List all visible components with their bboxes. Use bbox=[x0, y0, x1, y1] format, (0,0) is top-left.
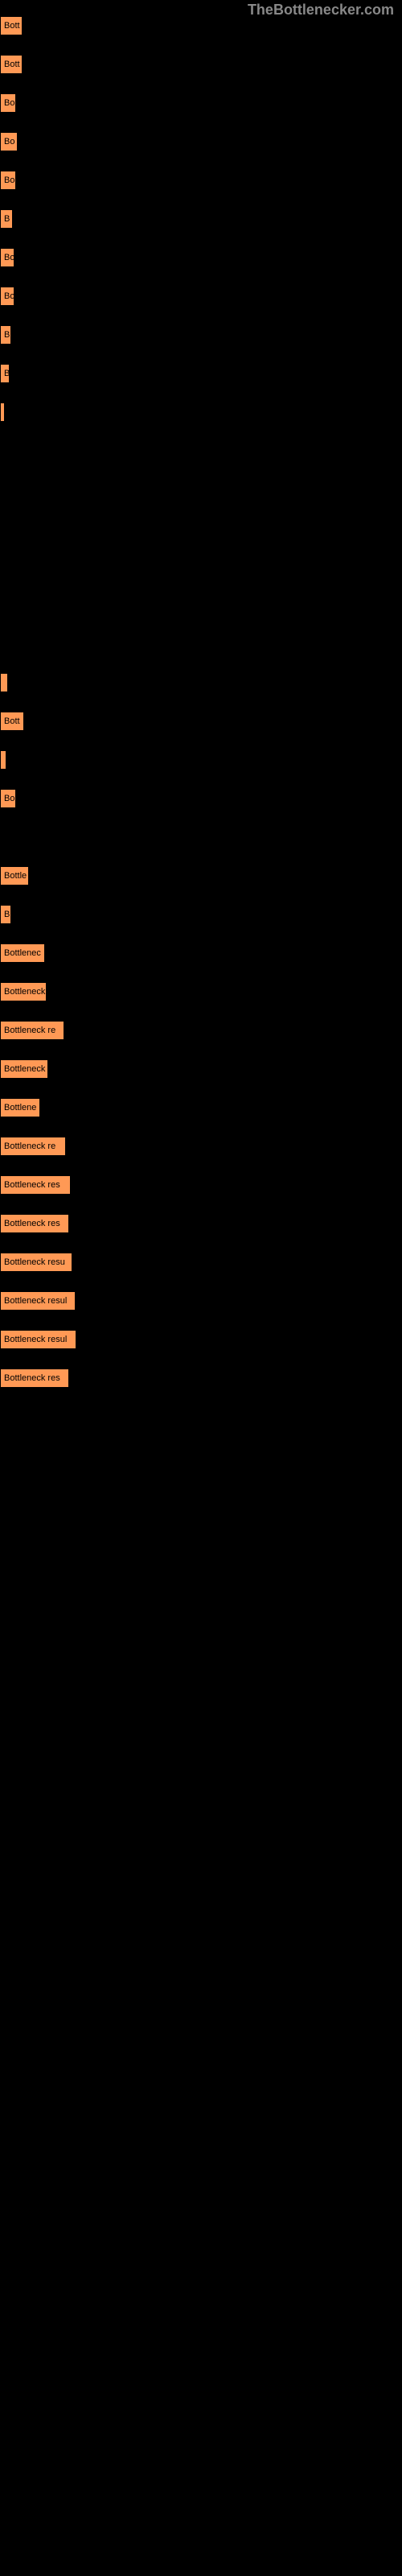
chart-bar: B bbox=[0, 325, 11, 345]
chart-bar: Bo bbox=[0, 789, 16, 808]
chart-bar: Bottle bbox=[0, 866, 29, 886]
bar-row: Bottleneck res bbox=[0, 1214, 402, 1233]
chart-bar: Bo bbox=[0, 287, 14, 306]
bar-row bbox=[0, 402, 402, 422]
chart-bar: Bottlene bbox=[0, 1098, 40, 1117]
bar-label: Bottleneck re bbox=[4, 1026, 55, 1035]
bar-row: Bo bbox=[0, 287, 402, 306]
bar-row bbox=[0, 557, 402, 576]
bar-row bbox=[0, 634, 402, 654]
bar-row: Bo bbox=[0, 171, 402, 190]
bar-row: Bottleneck resul bbox=[0, 1330, 402, 1349]
bar-row bbox=[0, 596, 402, 615]
bar-label: Bottleneck resu bbox=[4, 1257, 65, 1267]
chart-bar: Bottleneck re bbox=[0, 1021, 64, 1040]
bar-label: Bo bbox=[4, 794, 14, 803]
bar-row: Bott bbox=[0, 55, 402, 74]
chart-bar: Bo bbox=[0, 171, 16, 190]
bar-row: B bbox=[0, 364, 402, 383]
bar-row: Bottleneck bbox=[0, 982, 402, 1001]
bar-label: B bbox=[4, 214, 10, 224]
bar-row: Bottle bbox=[0, 866, 402, 886]
bar-row: Bottleneck re bbox=[0, 1021, 402, 1040]
bar-label: Bottlenec bbox=[4, 948, 41, 958]
bar-label: Bo bbox=[4, 98, 14, 108]
chart-bar: Bott bbox=[0, 55, 23, 74]
bar-row: Bottlene bbox=[0, 1098, 402, 1117]
chart-bar: Bottleneck bbox=[0, 1059, 48, 1079]
bar-label: Bott bbox=[4, 21, 20, 31]
bar-row: B bbox=[0, 325, 402, 345]
chart-bar: Bottleneck res bbox=[0, 1368, 69, 1388]
bar-label: Bottle bbox=[4, 871, 27, 881]
bar-label: Bottleneck res bbox=[4, 1219, 60, 1228]
bar-chart: Bott Bott Bo Bo Bo B Bo Bo B B Bott Bo Bottle B Bottle… bbox=[0, 0, 402, 1388]
bar-row: Bottlenec bbox=[0, 943, 402, 963]
chart-bar: B bbox=[0, 209, 13, 229]
bar-label: Bottleneck resul bbox=[4, 1335, 67, 1344]
bar-label: B bbox=[4, 369, 10, 378]
bar-row: Bo bbox=[0, 132, 402, 151]
bar-label: Bottleneck resul bbox=[4, 1296, 67, 1306]
bar-row bbox=[0, 750, 402, 770]
bar-row: Bottleneck resu bbox=[0, 1253, 402, 1272]
chart-bar: Bottleneck bbox=[0, 982, 47, 1001]
chart-bar: Bottleneck resu bbox=[0, 1253, 72, 1272]
bar-label: Bo bbox=[4, 137, 14, 147]
chart-bar bbox=[0, 673, 8, 692]
bar-row: Bottleneck res bbox=[0, 1175, 402, 1195]
bar-label: Bottlene bbox=[4, 1103, 36, 1113]
chart-bar bbox=[0, 402, 5, 422]
bar-row: Bottleneck bbox=[0, 1059, 402, 1079]
chart-bar: Bottleneck res bbox=[0, 1175, 71, 1195]
chart-bar: Bo bbox=[0, 93, 16, 113]
chart-bar: Bottleneck re bbox=[0, 1137, 66, 1156]
chart-bar: B bbox=[0, 905, 11, 924]
bar-label: Bottleneck res bbox=[4, 1373, 60, 1383]
chart-bar: Bottleneck res bbox=[0, 1214, 69, 1233]
bar-row: B bbox=[0, 905, 402, 924]
chart-bar: Bott bbox=[0, 16, 23, 35]
bar-label: Bottleneck bbox=[4, 1064, 45, 1074]
bar-label: Bo bbox=[4, 253, 14, 262]
chart-bar: Bottleneck resul bbox=[0, 1330, 76, 1349]
bar-row bbox=[0, 673, 402, 692]
bar-row bbox=[0, 518, 402, 538]
bar-row bbox=[0, 480, 402, 499]
bar-row: Bottleneck res bbox=[0, 1368, 402, 1388]
chart-bar: Bott bbox=[0, 712, 24, 731]
chart-bar: B bbox=[0, 364, 10, 383]
bar-label: Bo bbox=[4, 175, 14, 185]
bar-label: Bott bbox=[4, 60, 20, 69]
bar-row bbox=[0, 441, 402, 460]
bar-label: Bottleneck res bbox=[4, 1180, 60, 1190]
chart-bar: Bo bbox=[0, 132, 18, 151]
bar-label: Bottleneck bbox=[4, 987, 45, 997]
bar-row: B bbox=[0, 209, 402, 229]
bar-row: Bo bbox=[0, 93, 402, 113]
bar-label: Bott bbox=[4, 716, 20, 726]
bar-row: Bott bbox=[0, 16, 402, 35]
bar-row: Bott bbox=[0, 712, 402, 731]
bar-row: Bo bbox=[0, 789, 402, 808]
bar-row: Bottleneck re bbox=[0, 1137, 402, 1156]
bar-row: Bo bbox=[0, 248, 402, 267]
chart-bar bbox=[0, 750, 6, 770]
bar-label: B bbox=[4, 910, 10, 919]
bar-row bbox=[0, 828, 402, 847]
bar-label: Bottleneck re bbox=[4, 1141, 55, 1151]
bar-label: B bbox=[4, 330, 10, 340]
chart-bar: Bottlenec bbox=[0, 943, 45, 963]
chart-bar: Bo bbox=[0, 248, 14, 267]
bar-row: Bottleneck resul bbox=[0, 1291, 402, 1311]
chart-bar: Bottleneck resul bbox=[0, 1291, 76, 1311]
bar-label: Bo bbox=[4, 291, 14, 301]
